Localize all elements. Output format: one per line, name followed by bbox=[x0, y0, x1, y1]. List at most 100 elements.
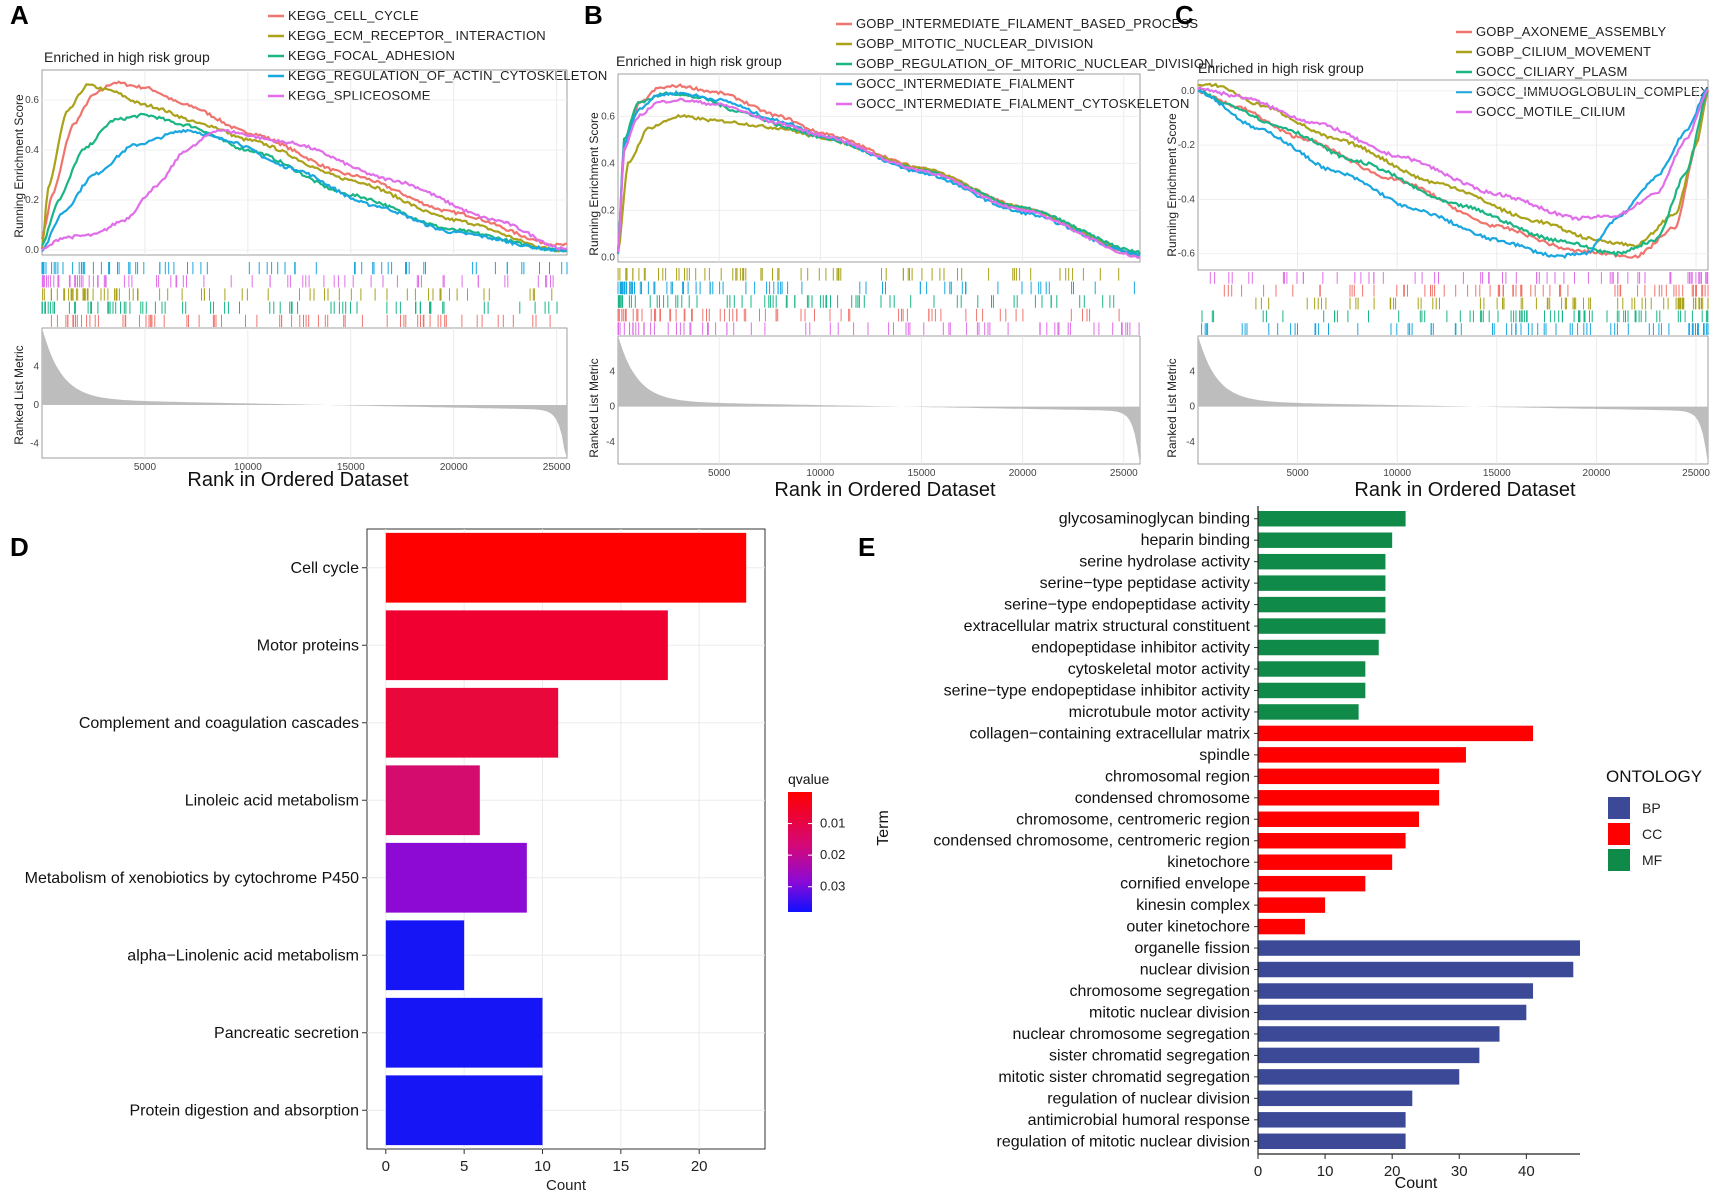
bar bbox=[1258, 1004, 1527, 1021]
metric-tick-label: 0 bbox=[1189, 402, 1195, 413]
category-label: Cell cycle bbox=[291, 560, 360, 577]
bar bbox=[1258, 575, 1386, 591]
category-labels-e: glycosaminoglycan binding heparin binding… bbox=[933, 511, 1258, 1150]
ontology-label: CC bbox=[1642, 826, 1662, 842]
category-label: Protein digestion and absorption bbox=[130, 1102, 360, 1119]
x-tick-label: 5000 bbox=[134, 462, 157, 473]
term-label: condensed chromosome bbox=[1075, 790, 1250, 807]
y-tick-label: -0.2 bbox=[1178, 140, 1196, 151]
ranked-metric-plot-c: 5000 10000 15000 20000 25000 4 0 -4 bbox=[1186, 336, 1710, 479]
x-tick-label: 10000 bbox=[806, 468, 834, 479]
bar bbox=[1258, 747, 1466, 763]
hit-ticks-c bbox=[1201, 272, 1709, 335]
term-label: cytoskeletal motor activity bbox=[1068, 661, 1250, 678]
term-label: kinesin complex bbox=[1136, 897, 1250, 914]
term-label: serine hydrolase activity bbox=[1079, 554, 1250, 571]
panel-letter-e: E bbox=[858, 532, 875, 562]
ontology-legend: ONTOLOGY BP CC MF bbox=[1606, 767, 1702, 871]
x-tick-label: 15000 bbox=[908, 468, 936, 479]
bar bbox=[1258, 961, 1574, 978]
es-plot-frame-c bbox=[1197, 79, 1709, 271]
term-label: mitotic nuclear division bbox=[1089, 1004, 1250, 1021]
y-tick-label: 0.0 bbox=[1181, 86, 1195, 97]
gsea-legend-b: GOBP_INTERMEDIATE_FILAMENT_BASED_PROCESS… bbox=[836, 16, 1214, 111]
metric-tick-label: -4 bbox=[30, 439, 39, 450]
metric-axis-title-b: Ranked List Metric bbox=[587, 358, 601, 457]
y-tick-label: 0.4 bbox=[601, 158, 615, 169]
bar bbox=[1258, 682, 1366, 699]
y-tick-label: -0.4 bbox=[1178, 194, 1196, 205]
legend-label: KEGG_REGULATION_OF_ACTIN_CYTOSKELETON bbox=[288, 68, 607, 83]
x-tick-label: 0 bbox=[382, 1158, 390, 1175]
x-tick-label: 20 bbox=[691, 1158, 708, 1175]
metric-axis-title-c: Ranked List Metric bbox=[1165, 358, 1179, 457]
x-tick-label: 20 bbox=[1384, 1163, 1401, 1180]
x-tick-label: 40 bbox=[1518, 1163, 1535, 1180]
bar bbox=[1258, 532, 1393, 548]
bar bbox=[385, 687, 559, 758]
metric-plot-frame-a bbox=[41, 327, 568, 459]
es-curve bbox=[1197, 85, 1709, 222]
bar bbox=[1258, 618, 1386, 634]
es-curve bbox=[41, 128, 568, 252]
x-tick-label: 10000 bbox=[234, 462, 262, 473]
kegg-bar-panel-d: D Cell cycle Motor proteins Complement and… bbox=[10, 528, 845, 1194]
term-label: regulation of nuclear division bbox=[1047, 1090, 1250, 1107]
term-label: chromosome, centromeric region bbox=[1016, 811, 1250, 828]
gsea-panel-c: C Enriched in high risk group GOBP_AXONE… bbox=[1165, 0, 1710, 501]
term-label: chromosomal region bbox=[1105, 768, 1250, 785]
category-label: alpha−Linolenic acid metabolism bbox=[127, 947, 359, 964]
legend-label: KEGG_SPLICEOSOME bbox=[288, 88, 431, 103]
metric-axis-title-a: Ranked List Metric bbox=[12, 345, 26, 444]
qvalue-legend: qvalue 0.01 0.02 0.03 bbox=[788, 771, 845, 912]
x-tick-label: 15000 bbox=[1483, 468, 1511, 479]
bar bbox=[385, 997, 543, 1068]
bars-d bbox=[385, 532, 747, 1146]
x-tick-label: 0 bbox=[1254, 1163, 1262, 1180]
bar bbox=[1258, 725, 1534, 742]
legend-label: GOCC_CILIARY_PLASM bbox=[1476, 64, 1627, 79]
term-label: collagen−containing extracellular matrix bbox=[969, 725, 1250, 742]
category-label: Linoleic acid metabolism bbox=[185, 792, 359, 809]
go-bar-panel-e: E glycosaminoglycan binding heparin bindi… bbox=[858, 506, 1702, 1192]
x-tick-label: 5 bbox=[460, 1158, 468, 1175]
term-label: heparin binding bbox=[1141, 532, 1250, 549]
term-label: serine−type peptidase activity bbox=[1040, 575, 1250, 592]
metric-tick-label: -4 bbox=[1186, 437, 1195, 448]
term-label: chromosome segregation bbox=[1069, 983, 1250, 1000]
bar bbox=[1258, 983, 1534, 999]
qvalue-legend-title: qvalue bbox=[788, 771, 829, 787]
bar bbox=[1258, 1090, 1413, 1107]
metric-tick-label: 0 bbox=[609, 402, 615, 413]
x-tick-label: 25000 bbox=[1682, 468, 1710, 479]
term-label: extracellular matrix structural constitu… bbox=[964, 618, 1251, 635]
x-tick-label: 5000 bbox=[1286, 468, 1309, 479]
bar bbox=[385, 610, 668, 681]
term-label: microtubule motor activity bbox=[1069, 704, 1250, 721]
colorbar-tick-label: 0.03 bbox=[820, 879, 845, 894]
category-label: Pancreatic secretion bbox=[214, 1025, 359, 1042]
legend-label: GOBP_REGULATION_OF_MITORIC_NUCLEAR_DIVIS… bbox=[856, 56, 1214, 71]
bar bbox=[385, 765, 480, 836]
term-label: kinetochore bbox=[1167, 854, 1250, 871]
bar bbox=[1258, 768, 1440, 785]
bar bbox=[1258, 1069, 1460, 1085]
x-tick-label: 25000 bbox=[1110, 468, 1138, 479]
x-ticks-d: 0 5 10 15 20 bbox=[382, 1149, 708, 1175]
es-curve bbox=[1197, 89, 1710, 259]
bar bbox=[1258, 875, 1366, 892]
bar bbox=[385, 920, 465, 991]
gsea-panel-b: B Enriched in high risk group GOBP_INTER… bbox=[584, 0, 1214, 501]
ranked-metric-area bbox=[618, 336, 1140, 464]
x-tick-label: 20000 bbox=[440, 462, 468, 473]
y-axis-title-c: Running Enrichment Score bbox=[1165, 113, 1179, 257]
term-label: organelle fission bbox=[1134, 940, 1250, 957]
term-label: sister chromatid segregation bbox=[1049, 1047, 1250, 1064]
enriched-label-b: Enriched in high risk group bbox=[616, 53, 782, 69]
legend-label: GOCC_MOTILE_CILIUM bbox=[1476, 104, 1626, 119]
bar bbox=[1258, 833, 1406, 849]
enriched-label-c: Enriched in high risk group bbox=[1198, 60, 1364, 76]
x-axis-title-b: Rank in Ordered Dataset bbox=[774, 479, 996, 501]
y-tick-label: 0.6 bbox=[25, 95, 39, 106]
y-tick-label: 0.2 bbox=[25, 195, 39, 206]
